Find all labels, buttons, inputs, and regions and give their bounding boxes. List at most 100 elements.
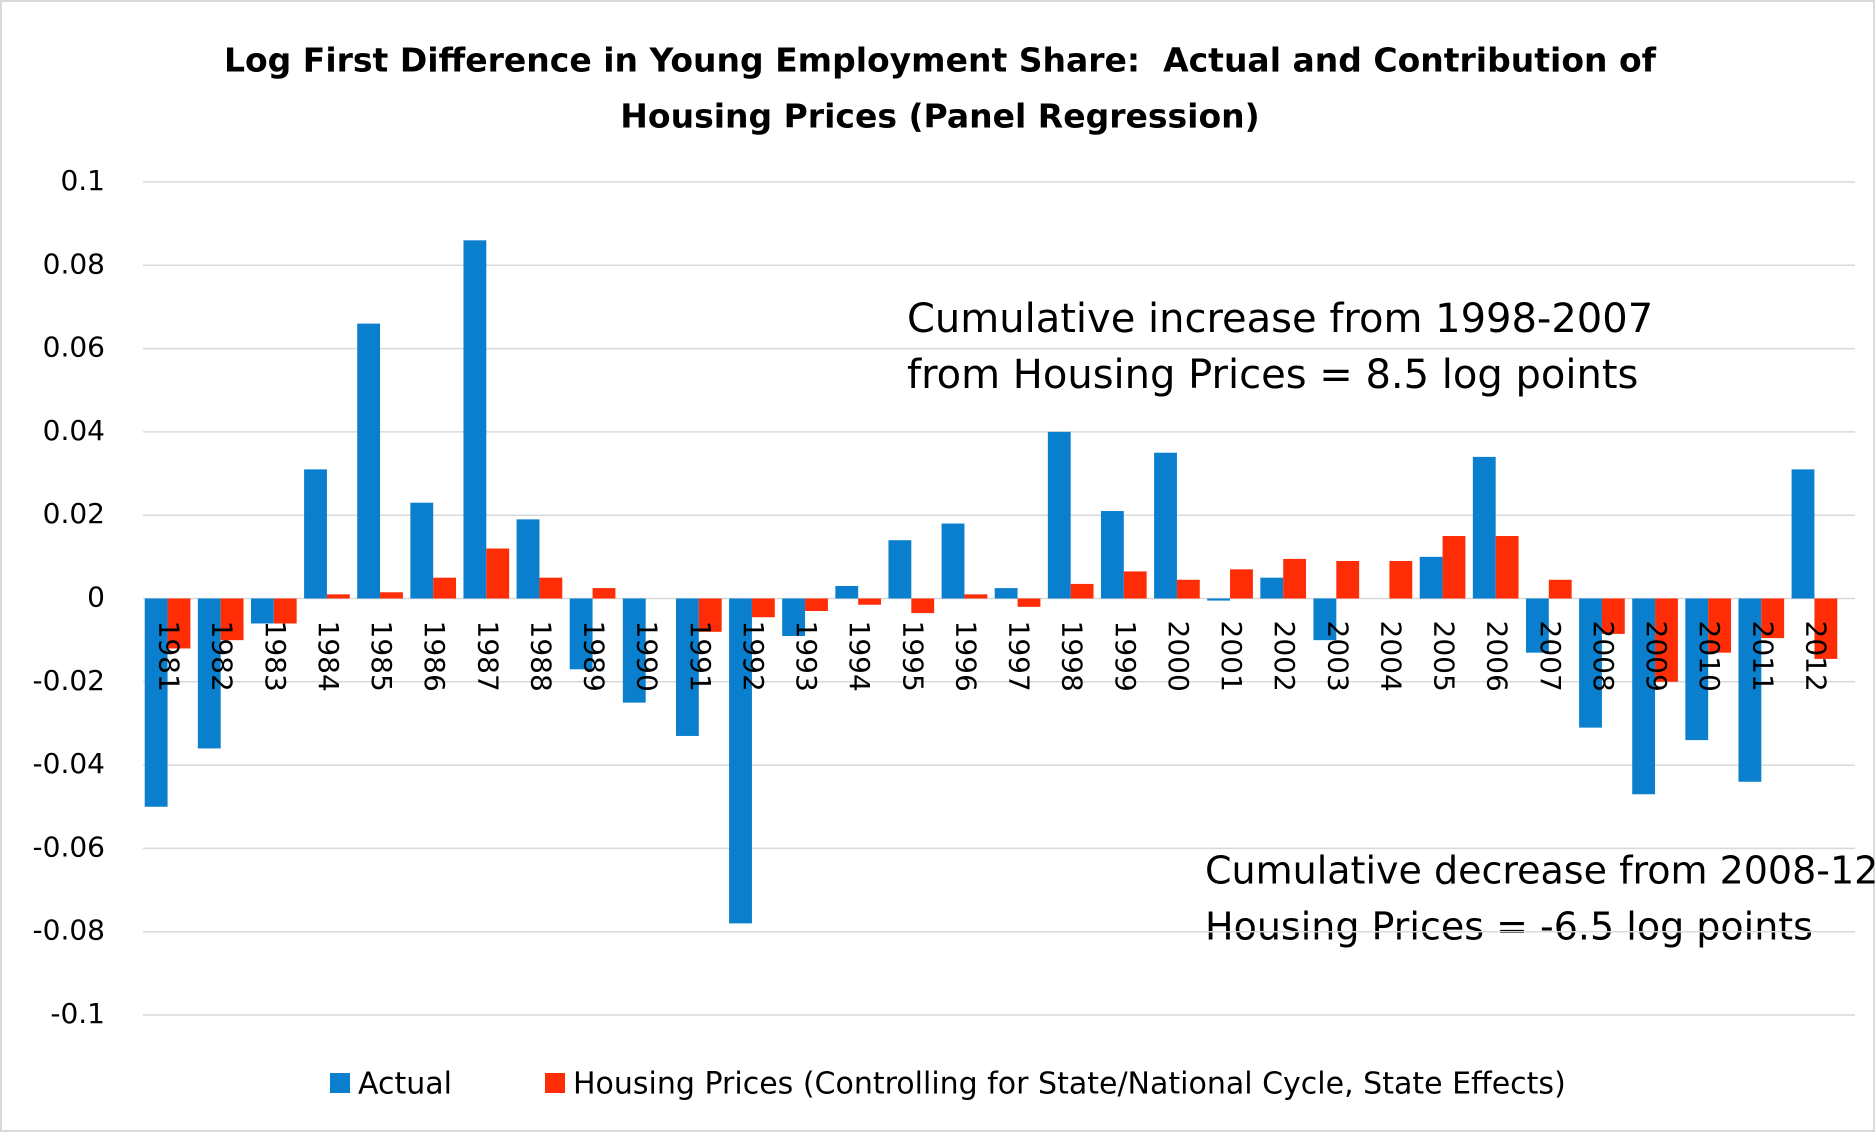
bar xyxy=(1708,598,1732,653)
bar xyxy=(1814,598,1838,659)
bar xyxy=(1419,556,1443,599)
bar xyxy=(1525,598,1549,653)
bar xyxy=(1685,598,1709,741)
x-tick-label: 2008 xyxy=(1587,621,1620,692)
bar xyxy=(1442,536,1466,599)
x-tick-label: 1981 xyxy=(153,621,186,692)
bar xyxy=(941,523,965,599)
annotation: from Housing Prices = 8.5 log points xyxy=(907,352,1638,398)
bar xyxy=(1047,431,1071,599)
bar xyxy=(539,577,563,599)
x-tick-label: 1989 xyxy=(578,621,611,692)
x-tick-label: 2005 xyxy=(1428,621,1461,692)
bar xyxy=(463,240,487,599)
x-tick-label: 1999 xyxy=(1109,621,1142,692)
bar xyxy=(782,598,806,636)
x-tick-label: 1995 xyxy=(896,621,929,692)
bar xyxy=(1070,583,1094,599)
x-tick-label: 1987 xyxy=(471,621,504,692)
y-tick-label: 0 xyxy=(87,581,105,614)
legend-swatch xyxy=(330,1073,350,1093)
x-tick-label: 1994 xyxy=(843,621,876,692)
bar xyxy=(1123,571,1147,599)
bar xyxy=(994,588,1018,599)
legend-swatch xyxy=(545,1073,565,1093)
bar xyxy=(1207,598,1231,601)
bar xyxy=(729,598,752,924)
bar xyxy=(1579,598,1602,728)
x-tick-label: 1984 xyxy=(312,621,345,692)
bar xyxy=(592,588,616,599)
y-tick-label: 0.1 xyxy=(60,164,105,197)
bar xyxy=(433,577,457,599)
bar xyxy=(1260,577,1284,599)
bar xyxy=(858,598,882,605)
bar xyxy=(273,598,297,624)
bar xyxy=(675,598,699,736)
bar xyxy=(1176,579,1200,599)
x-tick-label: 2003 xyxy=(1321,621,1354,692)
bar xyxy=(1738,598,1762,782)
y-tick-label: -0.04 xyxy=(33,747,105,780)
x-tick-label: 1988 xyxy=(524,621,557,692)
y-tick-label: 0.04 xyxy=(43,414,105,447)
legend-label: Actual xyxy=(358,1067,452,1102)
annotation: Housing Prices = -6.5 log points xyxy=(1205,905,1813,949)
annotation: Cumulative increase from 1998-2007 xyxy=(907,296,1653,342)
x-tick-label: 2006 xyxy=(1481,621,1514,692)
bar xyxy=(1336,561,1360,599)
x-tick-label: 1983 xyxy=(259,621,292,692)
bar xyxy=(1283,558,1307,599)
x-tick-label: 2004 xyxy=(1374,621,1407,692)
y-tick-label: -0.06 xyxy=(33,830,105,863)
x-tick-label: 1991 xyxy=(684,621,717,692)
chart-title: Log First Difference in Young Employment… xyxy=(224,41,1657,80)
x-tick-label: 1986 xyxy=(418,621,451,692)
bar xyxy=(1632,598,1656,795)
bar xyxy=(1230,569,1253,599)
bar xyxy=(911,598,935,614)
bar xyxy=(1154,452,1177,599)
bar xyxy=(1655,598,1678,682)
x-tick-label: 1996 xyxy=(949,621,982,692)
bar xyxy=(1601,598,1625,634)
bar xyxy=(197,598,221,749)
bar xyxy=(1495,536,1519,599)
y-tick-label: -0.08 xyxy=(33,914,105,947)
x-tick-label: 2012 xyxy=(1799,621,1832,692)
bar xyxy=(1313,598,1337,641)
bar xyxy=(751,598,775,618)
x-tick-label: 2009 xyxy=(1640,621,1673,692)
bar xyxy=(304,469,327,599)
bar xyxy=(622,598,646,703)
bar xyxy=(516,519,540,599)
legend-label: Housing Prices (Controlling for State/Na… xyxy=(573,1067,1566,1102)
y-tick-label: 0.08 xyxy=(43,247,105,280)
bar xyxy=(835,586,859,599)
bar xyxy=(964,594,988,599)
bar xyxy=(410,502,434,599)
y-tick-label: 0.02 xyxy=(43,497,105,530)
bar xyxy=(888,540,912,599)
x-tick-label: 2000 xyxy=(1162,621,1195,692)
y-tick-label: 0.06 xyxy=(43,331,105,364)
x-tick-label: 1985 xyxy=(365,621,398,692)
x-tick-label: 1997 xyxy=(1003,621,1036,692)
bar xyxy=(1472,456,1496,599)
bar xyxy=(1017,598,1041,607)
bar xyxy=(1389,561,1413,599)
bar xyxy=(1761,598,1785,639)
chart-title: Housing Prices (Panel Regression) xyxy=(620,97,1259,136)
x-tick-label: 1992 xyxy=(737,621,770,692)
bar xyxy=(1548,579,1572,599)
annotation: Cumulative decrease from 2008-12 xyxy=(1205,849,1875,893)
x-tick-label: 1993 xyxy=(790,621,823,692)
bar xyxy=(1791,469,1815,599)
x-tick-label: 2002 xyxy=(1268,621,1301,692)
x-tick-label: 2007 xyxy=(1534,621,1567,692)
bar xyxy=(1100,511,1124,599)
y-tick-label: -0.02 xyxy=(33,664,105,697)
bar xyxy=(486,548,510,599)
bar xyxy=(357,323,381,599)
